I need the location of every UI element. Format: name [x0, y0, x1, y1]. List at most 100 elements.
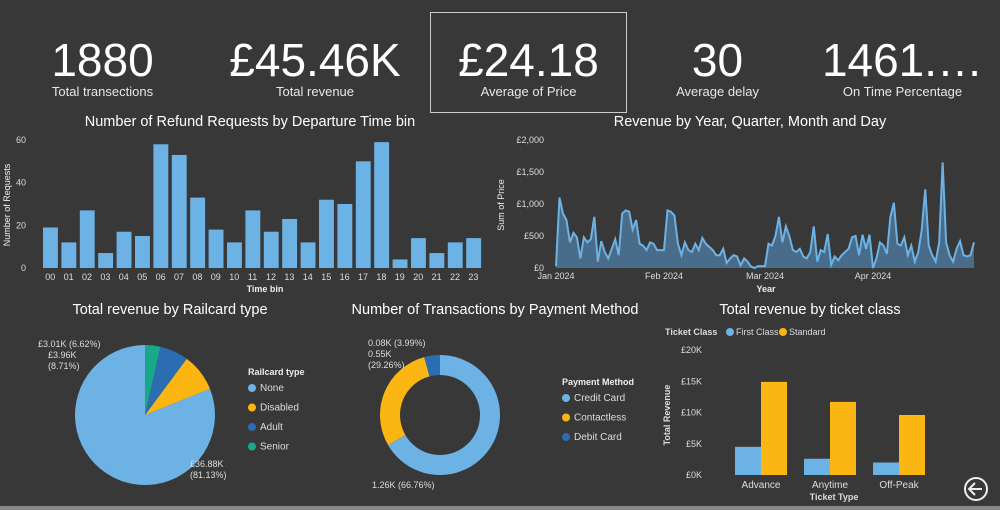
kpi-average-price[interactable]: £24.18 Average of Price [430, 30, 627, 99]
revenue-line [555, 162, 975, 270]
x-tick-label: Mar 2024 [746, 271, 784, 281]
payment-chart-title: Number of Transactions by Payment Method [351, 302, 639, 318]
kpi-value: £24.18 [458, 34, 599, 86]
x-axis-label: Time bin [247, 284, 284, 294]
legend-title: Payment Method [562, 377, 634, 387]
y-tick-label: £2,000 [516, 135, 544, 145]
bar-02 [79, 210, 95, 268]
page-bottom-border [0, 506, 1000, 510]
slice-credit-card [388, 355, 500, 475]
x-tick-label: 21 [432, 272, 442, 282]
bar-15 [319, 199, 334, 268]
bar-21 [429, 253, 445, 268]
kpi-total-transactions[interactable]: 1880 Total transections [40, 30, 165, 99]
legend-item: Credit Card [574, 393, 625, 404]
legend-marker [779, 328, 787, 336]
selected-card-border [430, 12, 627, 113]
bar-off-peak-first-class [873, 462, 899, 475]
legend-item: None [260, 383, 284, 394]
y-tick-label: £1,500 [516, 167, 544, 177]
x-tick-label: 12 [266, 272, 276, 282]
bar-anytime-first-class [804, 458, 830, 475]
bar-18 [374, 142, 390, 268]
back-arrow-icon[interactable] [964, 477, 988, 501]
y-tick-label: £1,000 [516, 199, 544, 209]
bar-09 [208, 229, 224, 268]
bar-off-peak-standard [899, 415, 925, 475]
slice-debit-card [424, 355, 440, 377]
bar-23 [466, 238, 482, 268]
y-tick-label: £5K [686, 439, 702, 449]
legend-title: Ticket Class [665, 327, 717, 337]
slice-senior [145, 345, 161, 415]
kpi-value: 1880 [51, 34, 154, 86]
bar-06 [153, 144, 169, 268]
bar-anytime-standard [830, 401, 856, 475]
bar-17 [355, 161, 371, 268]
ticket-class-bar-chart[interactable]: Ticket Class First Class Standard £0K £5K £10… [650, 320, 1000, 510]
kpi-average-delay[interactable]: 30 Average delay [660, 30, 775, 99]
kpi-label: Total revenue [275, 84, 355, 99]
bar-04 [116, 231, 132, 268]
data-label-none: £36.88K (81.13%) [190, 459, 227, 480]
y-tick-label: £20K [681, 345, 702, 355]
bar-20 [411, 238, 426, 268]
back-arrow-glyph [967, 482, 982, 496]
legend-item: Senior [260, 442, 290, 453]
x-tick-label: 09 [211, 272, 221, 282]
data-label-disabled: £3.96K (8.71%) [48, 350, 80, 371]
railcard-chart-title: Total revenue by Railcard type [72, 302, 268, 318]
y-tick-label: £10K [681, 408, 702, 418]
y-tick-label: 0 [21, 263, 26, 273]
x-tick-label: 01 [64, 272, 74, 282]
x-tick-label: 14 [303, 272, 313, 282]
x-tick-label: Jan 2024 [537, 271, 574, 281]
railcard-pie-chart[interactable]: £36.88K (81.13%) £3.96K (8.71%)£3.01K (6.62… [0, 320, 340, 500]
y-tick-label: £15K [681, 376, 702, 386]
legend-item: Standard [789, 327, 826, 337]
x-tick-label: 04 [119, 272, 129, 282]
legend-marker [562, 433, 570, 441]
refund-bar-chart[interactable]: 0 20 40 60 00 01 02 03 04 05 06 07 08 09 10 11 12 13 14 15 1… [0, 130, 490, 300]
x-tick-label: 05 [137, 272, 147, 282]
y-tick-label: 60 [16, 135, 26, 145]
kpi-label: Average delay [676, 84, 759, 99]
x-tick-label: 11 [248, 272, 257, 282]
y-tick-label: £0K [686, 470, 702, 480]
legend-marker [248, 423, 256, 431]
payment-donut-chart[interactable]: 1.26K (66.76%) 0.55K (29.26%)0.08K (3.99%)… [340, 320, 660, 500]
bar-advance-standard [761, 381, 787, 475]
bar-14 [300, 242, 316, 268]
bar-00 [43, 227, 58, 268]
x-tick-label: 08 [192, 272, 202, 282]
kpi-total-revenue[interactable]: £45.46K Total revenue [215, 30, 415, 99]
x-tick-label: 06 [156, 272, 166, 282]
kpi-label: Total transections [51, 84, 154, 99]
bar-07 [171, 154, 187, 268]
ticket-class-chart-title: Total revenue by ticket class [719, 302, 901, 318]
kpi-on-time-percentage[interactable]: 1461.… On Time Percentage [815, 30, 990, 99]
x-tick-label: 17 [358, 272, 368, 282]
kpi-label: On Time Percentage [842, 84, 963, 99]
legend-item: Contactless [574, 413, 626, 424]
slice-none [75, 345, 216, 485]
bar-10 [227, 242, 242, 268]
x-tick-label: 00 [45, 272, 55, 282]
bar-19 [392, 259, 408, 268]
x-tick-label: 19 [395, 272, 405, 282]
bar-12 [263, 231, 279, 268]
bar-16 [337, 204, 353, 268]
bar-13 [282, 218, 298, 268]
x-tick-label: 20 [413, 272, 423, 282]
x-tick-label: 13 [284, 272, 294, 282]
x-tick-label: Off-Peak [879, 480, 919, 491]
x-tick-label: 15 [321, 272, 331, 282]
data-label-credit-card: 1.26K (66.76%) [372, 480, 435, 490]
data-label-adult: £3.01K (6.62%) [38, 339, 101, 349]
x-tick-label: 23 [468, 272, 478, 282]
legend-item: Disabled [260, 403, 299, 414]
revenue-area-chart[interactable]: £0 £500 £1,000 £1,500 £2,000 Jan 2024 Feb 2024… [490, 130, 1000, 300]
x-axis-label: Ticket Type [810, 492, 859, 502]
x-tick-label: 10 [229, 272, 239, 282]
y-tick-label: £500 [524, 231, 544, 241]
